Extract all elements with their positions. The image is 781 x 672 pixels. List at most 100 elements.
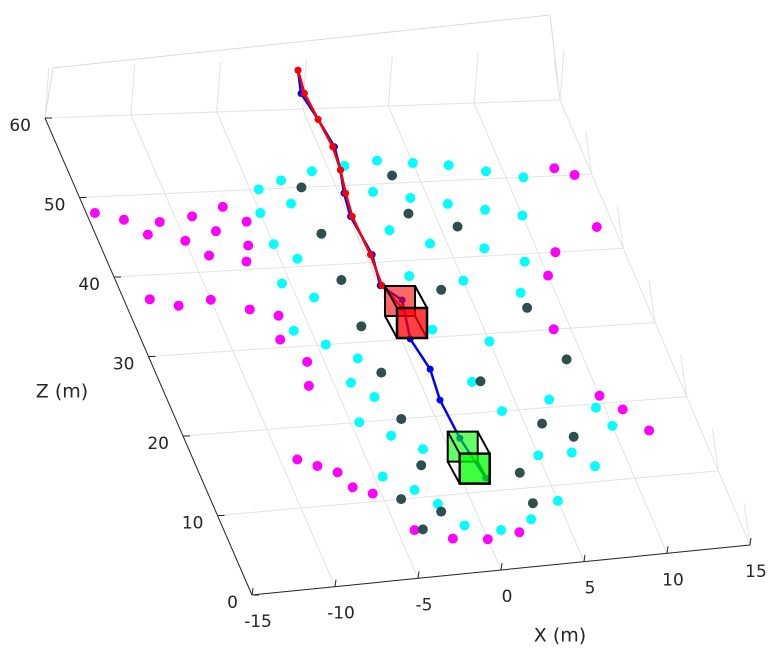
point xyxy=(142,229,153,240)
point xyxy=(482,534,493,545)
y-axis-label: Z (m) xyxy=(36,381,88,403)
grid-line xyxy=(148,322,656,357)
grid-line xyxy=(216,61,222,113)
point xyxy=(526,514,537,525)
point xyxy=(409,484,420,495)
point xyxy=(376,367,387,378)
x-tick xyxy=(417,571,420,579)
y-tick-label: 30 xyxy=(113,355,135,375)
bounding-box xyxy=(384,285,429,340)
point xyxy=(118,214,129,225)
point xyxy=(369,392,380,403)
point xyxy=(537,418,548,429)
x-tick-label: -15 xyxy=(244,612,272,632)
point xyxy=(568,431,579,442)
point xyxy=(515,287,526,298)
box-edge xyxy=(384,315,398,339)
x-tick xyxy=(583,554,586,562)
trajectory-point xyxy=(436,396,444,404)
x-tick-label: 15 xyxy=(745,562,767,582)
point xyxy=(591,221,602,232)
point xyxy=(594,390,605,401)
grid-line xyxy=(711,428,719,471)
point xyxy=(241,256,252,267)
point xyxy=(403,208,414,219)
grid-line xyxy=(44,99,561,119)
grid-line xyxy=(182,396,687,437)
point xyxy=(405,192,416,203)
trajectory xyxy=(296,70,487,479)
x-tick-label: -5 xyxy=(416,595,433,615)
grid-line xyxy=(743,502,751,546)
point xyxy=(590,461,601,472)
point xyxy=(514,527,525,538)
point xyxy=(561,354,572,365)
point xyxy=(396,494,407,505)
trajectory-point xyxy=(329,143,337,151)
point xyxy=(427,324,438,335)
grid-line xyxy=(616,206,624,249)
point xyxy=(644,425,655,436)
point xyxy=(425,238,436,249)
trajectory-point xyxy=(336,166,344,174)
point xyxy=(467,376,478,387)
point xyxy=(459,520,470,531)
point xyxy=(368,186,379,197)
point xyxy=(549,163,560,174)
y-tick-label: 10 xyxy=(182,514,204,534)
box-edge xyxy=(414,285,428,309)
box-edge xyxy=(446,431,461,455)
grid-line xyxy=(553,57,561,101)
point xyxy=(312,460,323,471)
point xyxy=(187,211,198,222)
x-axis-label: X (m) xyxy=(534,625,586,647)
point xyxy=(443,160,454,171)
point xyxy=(590,402,601,413)
point xyxy=(371,155,382,166)
x-tick-label: -10 xyxy=(327,604,355,624)
trajectory-point xyxy=(314,115,322,123)
point xyxy=(292,454,303,465)
point xyxy=(409,525,420,536)
point xyxy=(217,201,228,212)
point xyxy=(496,525,507,536)
point xyxy=(552,495,563,506)
point xyxy=(302,356,313,367)
box-front xyxy=(395,306,429,340)
point xyxy=(481,166,492,177)
point xyxy=(336,275,347,286)
point xyxy=(354,417,365,428)
point xyxy=(548,324,559,335)
point xyxy=(458,275,469,286)
grid-line xyxy=(473,52,479,104)
point xyxy=(367,488,378,499)
back-wall xyxy=(44,14,561,119)
y-tick-label: 50 xyxy=(44,196,66,216)
trajectory-point xyxy=(378,282,386,290)
trajectory-point xyxy=(300,89,308,97)
point xyxy=(384,225,395,236)
point xyxy=(288,325,299,336)
point xyxy=(475,376,486,387)
grid-line xyxy=(130,64,136,116)
point xyxy=(569,169,580,180)
point xyxy=(273,310,284,321)
point xyxy=(566,447,577,458)
point xyxy=(518,172,529,183)
point xyxy=(416,460,427,471)
point xyxy=(296,182,307,193)
point xyxy=(544,394,555,405)
grid-line xyxy=(79,173,592,198)
point xyxy=(356,321,367,332)
box-edge xyxy=(476,431,491,455)
y-tick-label: 60 xyxy=(9,116,31,136)
point xyxy=(519,256,530,267)
point xyxy=(320,339,331,350)
point xyxy=(303,380,314,391)
x-tick-label: 10 xyxy=(662,570,684,590)
y-tick-label: 40 xyxy=(78,275,100,295)
point xyxy=(352,353,363,364)
point xyxy=(276,175,287,186)
y-tick-label: 0 xyxy=(227,593,238,613)
